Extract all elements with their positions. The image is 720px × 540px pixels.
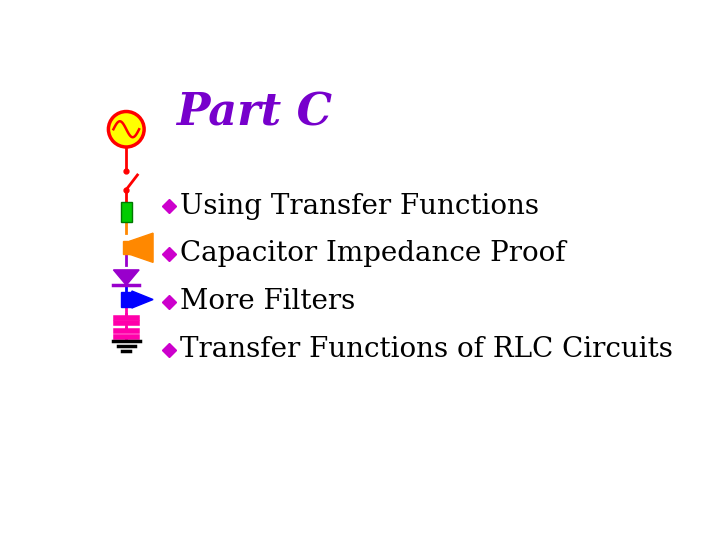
Bar [121,202,132,222]
Polygon shape [114,270,139,285]
Text: Transfer Functions of RLC Circuits: Transfer Functions of RLC Circuits [181,336,673,363]
Text: More Filters: More Filters [181,288,356,315]
Text: Capacitor Impedance Proof: Capacitor Impedance Proof [181,240,566,267]
Polygon shape [130,233,153,262]
Text: Part C: Part C [176,91,333,134]
Bar [121,292,132,307]
Text: Using Transfer Functions: Using Transfer Functions [181,193,539,220]
Polygon shape [132,291,153,308]
Bar [122,241,130,254]
Ellipse shape [109,111,144,147]
